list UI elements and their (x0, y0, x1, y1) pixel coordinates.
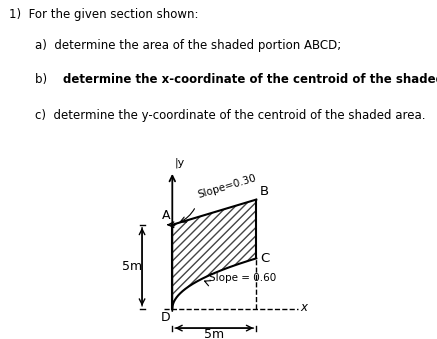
Text: Slope=0.30: Slope=0.30 (196, 173, 257, 200)
Text: b): b) (35, 73, 55, 86)
Text: determine the x-coordinate of the centroid of the shaded area; and,: determine the x-coordinate of the centro… (63, 73, 437, 86)
Text: c)  determine the y-coordinate of the centroid of the shaded area.: c) determine the y-coordinate of the cen… (35, 109, 426, 122)
Text: |y: |y (174, 157, 184, 168)
Text: 5m: 5m (122, 260, 142, 273)
Text: C: C (260, 252, 270, 265)
Text: x: x (300, 301, 307, 314)
Text: 5m: 5m (204, 328, 224, 339)
Polygon shape (172, 200, 256, 309)
Text: Slope = 0.60: Slope = 0.60 (209, 273, 277, 283)
Text: D: D (161, 311, 170, 324)
Text: B: B (260, 185, 269, 198)
Text: 1)  For the given section shown:: 1) For the given section shown: (9, 8, 198, 21)
Text: A: A (162, 209, 171, 222)
Text: a)  determine the area of the shaded portion ABCD;: a) determine the area of the shaded port… (35, 39, 341, 52)
